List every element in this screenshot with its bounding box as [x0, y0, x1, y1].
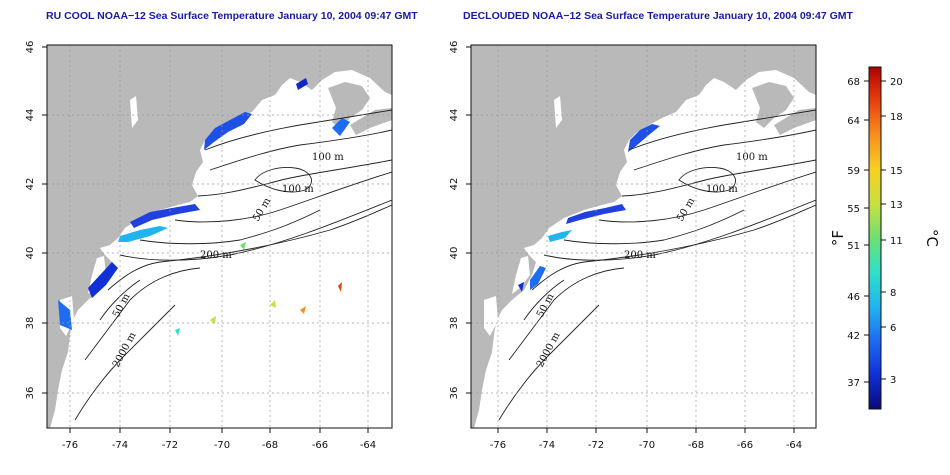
lat-tick-label: 36	[25, 387, 36, 400]
sst-patch	[204, 112, 252, 150]
celsius-tick-label: 6	[890, 323, 896, 334]
left-sst-map: 100 m 100 m 50 m 200 m 50 m 2000 m -76 -…	[25, 41, 393, 451]
contour-label: 100 m	[736, 152, 768, 163]
lon-tick-label: -66	[312, 440, 328, 451]
lon-tick-label: -64	[360, 440, 376, 451]
contour-label: 100 m	[706, 184, 738, 195]
lon-tick-label: -70	[639, 440, 655, 451]
celsius-tick-label: 8	[890, 288, 896, 299]
celsius-unit-label: °C	[923, 229, 941, 247]
fahrenheit-tick-label: 64	[847, 116, 860, 127]
lon-tick-label: -68	[688, 440, 704, 451]
fahrenheit-tick-label: 42	[847, 331, 860, 342]
contour-label: 100 m	[312, 152, 344, 163]
lat-tick-label: 36	[449, 387, 460, 400]
lon-tick-label: -72	[588, 440, 604, 451]
lat-tick-label: 38	[25, 317, 36, 330]
lon-tick-label: -74	[539, 440, 555, 451]
temperature-colorbar: 68 64 59 55 51 46 42 37 20 18 15 13 11 8…	[829, 66, 941, 410]
lon-tick-label: -72	[162, 440, 178, 451]
celsius-tick-label: 20	[890, 77, 903, 88]
fahrenheit-tick-label: 46	[847, 292, 860, 303]
land-mass	[471, 45, 816, 428]
lon-tick-label: -66	[737, 440, 753, 451]
land-mass	[47, 45, 392, 428]
right-sst-map: 100 m 100 m 50 m 200 m 50 m 2000 m -76 -…	[449, 41, 817, 451]
fahrenheit-unit-label: °F	[829, 230, 847, 246]
fahrenheit-tick-label: 55	[847, 204, 860, 215]
fahrenheit-tick-label: 59	[847, 166, 860, 177]
lat-tick-label: 46	[449, 41, 460, 54]
fahrenheit-tick-label: 51	[847, 241, 860, 252]
contour-label: 100 m	[282, 184, 314, 195]
lat-tick-label: 40	[25, 247, 36, 260]
lon-tick-label: -74	[112, 440, 128, 451]
celsius-tick-label: 18	[890, 112, 903, 123]
contour-label: 200 m	[200, 250, 232, 261]
lat-tick-label: 38	[449, 317, 460, 330]
lon-tick-label: -68	[262, 440, 278, 451]
lon-tick-label: -76	[62, 440, 78, 451]
fahrenheit-tick-label: 68	[847, 77, 860, 88]
celsius-tick-label: 3	[890, 375, 896, 386]
contour-label: 200 m	[624, 250, 656, 261]
lat-tick-label: 42	[449, 178, 460, 191]
celsius-tick-label: 15	[890, 166, 903, 177]
lon-tick-label: -76	[490, 440, 506, 451]
lat-tick-label: 46	[25, 41, 36, 54]
lat-tick-label: 44	[25, 109, 36, 122]
lon-tick-label: -70	[214, 440, 230, 451]
right-map-title: DECLOUDED NOAA−12 Sea Surface Temperatur…	[463, 10, 853, 22]
lat-tick-label: 40	[449, 247, 460, 260]
left-map-title: RU COOL NOAA−12 Sea Surface Temperature …	[46, 10, 418, 22]
lat-tick-label: 42	[25, 178, 36, 191]
lat-tick-label: 44	[449, 109, 460, 122]
celsius-tick-label: 11	[890, 236, 903, 247]
lon-tick-label: -64	[786, 440, 802, 451]
fahrenheit-tick-label: 37	[847, 378, 860, 389]
celsius-tick-label: 13	[890, 200, 903, 211]
sst-patch	[628, 124, 660, 152]
